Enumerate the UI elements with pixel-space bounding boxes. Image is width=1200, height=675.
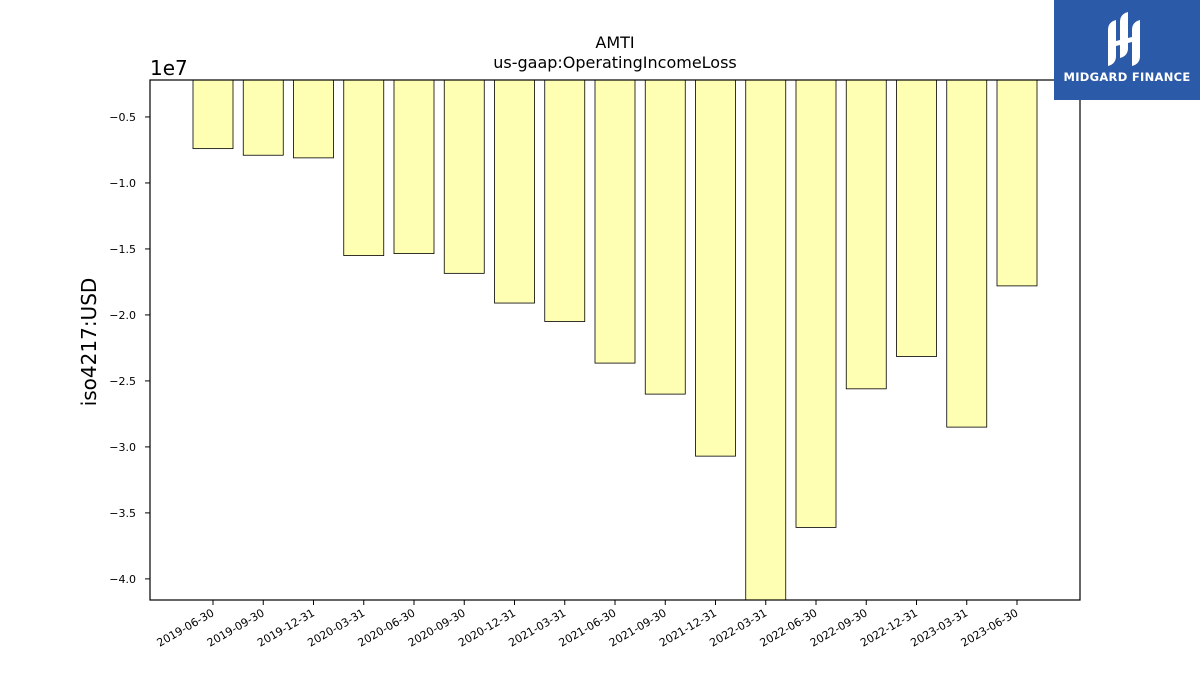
logo-text: MIDGARD FINANCE xyxy=(1063,70,1191,84)
bar xyxy=(293,79,334,159)
bar xyxy=(192,79,234,150)
y-tick-label: −4.0 xyxy=(109,573,136,586)
x-tick-label: 2023-06-30 xyxy=(959,606,1021,649)
y-tick-label: −2.5 xyxy=(109,375,136,388)
bars-group xyxy=(192,79,1038,601)
bar xyxy=(644,79,686,395)
bar xyxy=(795,79,837,528)
logo-mark-icon xyxy=(1108,12,1140,66)
y-ticks-group: −0.5 −1.0 −1.5 −2.0 −2.5 −3.0 −3.5 −4.0 xyxy=(109,111,150,586)
bar xyxy=(745,79,787,601)
bar xyxy=(494,79,535,304)
brand-logo: MIDGARD FINANCE xyxy=(1054,0,1200,100)
y-tick-label: −3.5 xyxy=(109,507,136,520)
bar xyxy=(393,79,435,254)
y-scale-label: 1e7 xyxy=(150,56,188,80)
bar xyxy=(845,79,887,390)
x-ticks-group: 2019-06-302019-09-302019-12-312020-03-31… xyxy=(155,600,1021,650)
y-tick-label: −1.0 xyxy=(109,177,136,190)
bar xyxy=(896,79,937,357)
y-tick-label: −3.0 xyxy=(109,441,136,454)
plot-frame xyxy=(149,79,1081,601)
y-tick-label: −1.5 xyxy=(109,243,136,256)
bar xyxy=(946,79,988,428)
chart-subtitle: us-gaap:OperatingIncomeLoss xyxy=(493,53,737,72)
bar xyxy=(544,79,586,322)
bar xyxy=(996,79,1038,287)
chart-title: AMTI xyxy=(595,33,634,52)
bar xyxy=(443,79,485,274)
bar xyxy=(594,79,636,364)
y-tick-label: −2.0 xyxy=(109,309,136,322)
bar xyxy=(242,79,284,156)
y-tick-label: −0.5 xyxy=(109,111,136,124)
bar xyxy=(343,79,385,256)
bar xyxy=(695,79,736,457)
y-axis-label: iso4217:USD xyxy=(77,278,101,407)
